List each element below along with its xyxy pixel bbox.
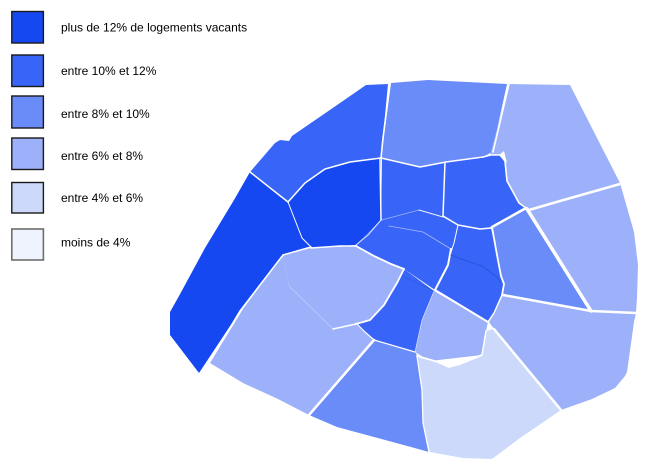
svg-text:entre 8% et 10%: entre 8% et 10% [61,107,150,121]
svg-text:moins de 4%: moins de 4% [61,236,131,250]
svg-text:plus de 12% de logements vacan: plus de 12% de logements vacants [61,21,247,35]
svg-text:entre 4% et 6%: entre 4% et 6% [61,191,143,205]
svg-text:entre 6% et 8%: entre 6% et 8% [61,149,143,163]
svg-text:entre 10% et 12%: entre 10% et 12% [61,64,157,78]
